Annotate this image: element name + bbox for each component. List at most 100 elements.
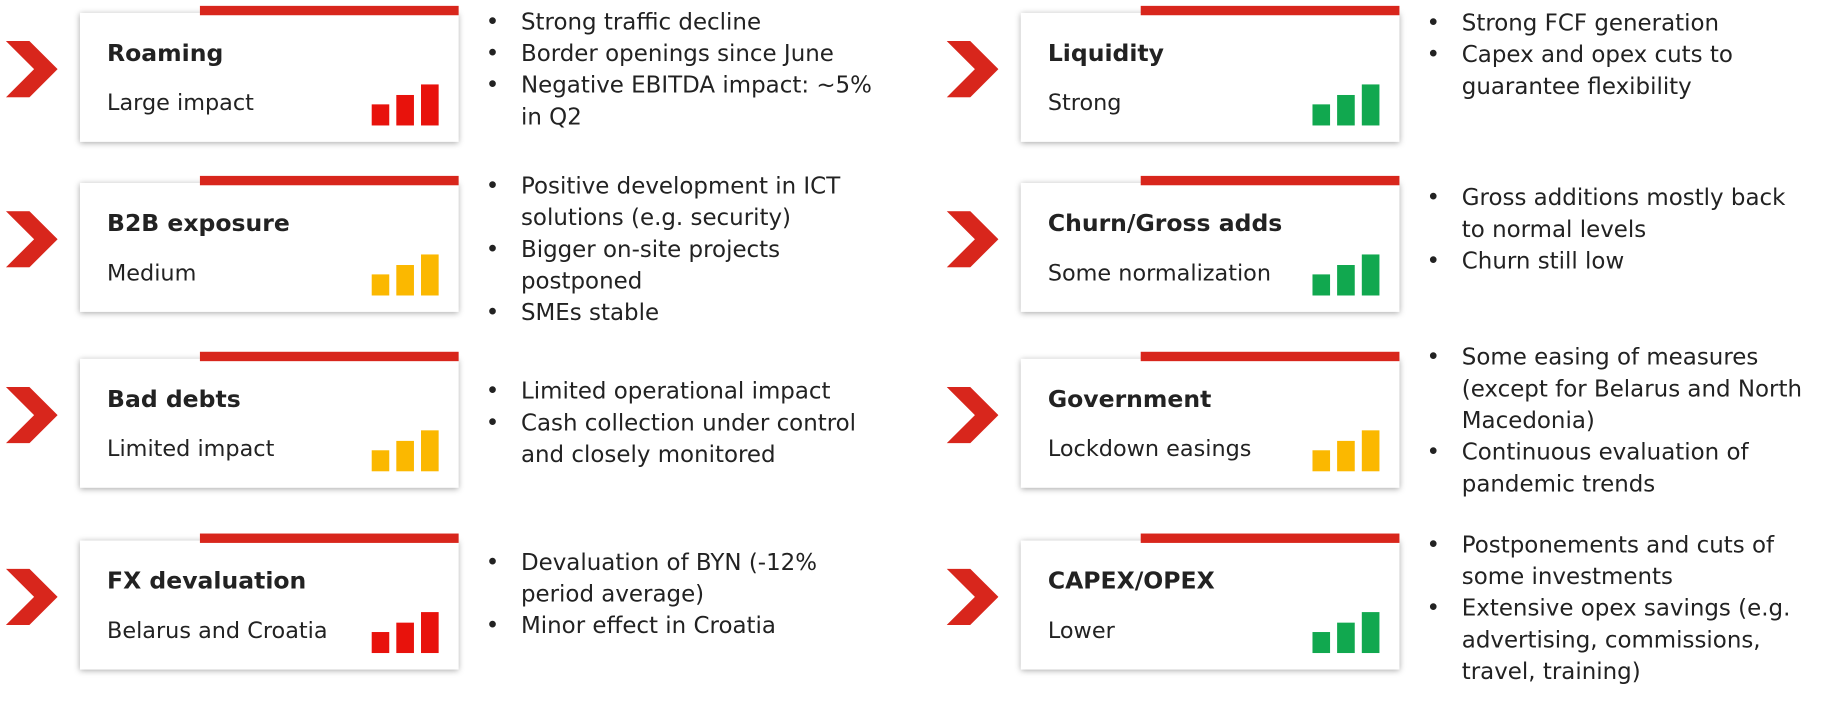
chevron-shape: [946, 211, 999, 268]
card-accent: [199, 351, 459, 362]
card-status: Limited impact: [107, 436, 275, 463]
chevron: [946, 568, 999, 625]
bullet-list: Limited operational impactCash collectio…: [486, 375, 874, 470]
bullet-list: Devaluation of BYN (-12% period average)…: [486, 546, 874, 641]
card-accent: [199, 533, 459, 543]
signal-bar: [396, 94, 414, 126]
signal-icon: [1312, 612, 1380, 654]
bullet: Churn still low: [1426, 245, 1814, 277]
status-card: Liquidity Strong: [1020, 5, 1400, 142]
bullet: Minor effect in Croatia: [486, 610, 874, 642]
signal-bar: [1337, 265, 1355, 296]
card-status: Lower: [1047, 617, 1115, 644]
card-title: Roaming: [107, 38, 224, 67]
card-title: FX devaluation: [107, 566, 307, 595]
status-card: B2B exposure Medium: [79, 175, 459, 312]
bullet-list: Gross additions mostly back to normal le…: [1426, 182, 1814, 277]
card-title: CAPEX/OPEX: [1047, 566, 1215, 595]
bullet-list: Postponements and cuts of some investmen…: [1426, 529, 1814, 687]
bullet-list: Strong traffic declineBorder openings si…: [486, 6, 874, 133]
card-accent: [199, 175, 459, 186]
signal-bar: [421, 612, 439, 654]
signal-bar: [1312, 632, 1331, 654]
card-status: Lockdown easings: [1047, 436, 1252, 463]
signal-bar: [1361, 612, 1380, 654]
chevron-shape: [5, 568, 58, 625]
chevron: [946, 211, 999, 268]
bullet: Extensive opex savings (e.g. advertising…: [1426, 592, 1814, 687]
bullet: Gross additions mostly back to normal le…: [1426, 182, 1814, 245]
signal-bar: [421, 84, 439, 126]
chevron-shape: [946, 568, 999, 625]
bullet: Positive development in ICT solutions (e…: [486, 170, 874, 233]
bullet: Some easing of measures (except for Bela…: [1426, 341, 1814, 436]
card-title: Churn/Gross adds: [1047, 208, 1283, 237]
status-card: CAPEX/OPEX Lower: [1020, 533, 1400, 670]
signal-bar: [1361, 254, 1380, 296]
chevron: [5, 568, 58, 625]
signal-icon: [1312, 254, 1380, 296]
signal-bar: [371, 632, 390, 654]
bullet: Capex and opex cuts to guarantee flexibi…: [1426, 39, 1814, 102]
signal-bar: [371, 274, 390, 296]
chevron: [5, 211, 58, 268]
card-accent: [1140, 533, 1400, 543]
signal-bar: [1312, 274, 1331, 296]
signal-bar: [396, 622, 414, 654]
chevron-shape: [5, 386, 58, 444]
chevron-shape: [5, 211, 58, 268]
card-status: Belarus and Croatia: [107, 617, 328, 644]
card-title: Bad debts: [107, 384, 241, 413]
chevron: [946, 386, 999, 444]
signal-bar: [371, 104, 390, 126]
signal-icon: [371, 254, 439, 296]
card-title: Liquidity: [1047, 38, 1164, 67]
bullet: Continuous evaluation of pandemic trends: [1426, 436, 1814, 499]
card-accent: [1140, 175, 1400, 186]
bullet: Strong FCF generation: [1426, 7, 1814, 39]
signal-bar: [1337, 622, 1355, 654]
card-title: Government: [1047, 384, 1212, 413]
signal-icon: [371, 430, 439, 472]
bullet: Negative EBITDA impact: ~5% in Q2: [486, 69, 874, 132]
signal-icon: [371, 84, 439, 126]
bullet-list: Positive development in ICT solutions (e…: [486, 170, 874, 328]
signal-bar: [421, 430, 439, 472]
status-card: FX devaluation Belarus and Croatia: [79, 533, 459, 670]
chevron-shape: [5, 41, 58, 98]
signal-bar: [396, 440, 414, 472]
chevron: [946, 41, 999, 98]
status-card: Roaming Large impact: [79, 5, 459, 142]
chevron-shape: [946, 41, 999, 98]
card-title: B2B exposure: [107, 208, 290, 237]
card-status: Medium: [107, 260, 197, 287]
signal-bar: [1337, 440, 1355, 472]
card-accent: [1140, 5, 1400, 16]
status-card: Government Lockdown easings: [1020, 351, 1400, 488]
bullet: SMEs stable: [486, 297, 874, 329]
bullet-list: Strong FCF generationCapex and opex cuts…: [1426, 7, 1814, 102]
signal-icon: [1312, 84, 1380, 126]
status-card: Churn/Gross adds Some normalization: [1020, 175, 1400, 312]
signal-icon: [1312, 430, 1380, 472]
card-status: Strong: [1047, 90, 1122, 117]
signal-bar: [396, 265, 414, 296]
card-accent: [199, 5, 459, 16]
card-status: Some normalization: [1047, 260, 1272, 287]
signal-bar: [421, 254, 439, 296]
bullet: Postponements and cuts of some investmen…: [1426, 529, 1814, 592]
bullet: Border openings since June: [486, 38, 874, 70]
chevron: [5, 41, 58, 98]
card-accent: [1140, 351, 1400, 362]
card-status: Large impact: [107, 90, 254, 117]
signal-bar: [1361, 430, 1380, 472]
chevron: [5, 386, 58, 444]
bullet: Devaluation of BYN (-12% period average): [486, 546, 874, 609]
signal-bar: [1312, 104, 1331, 126]
signal-bar: [1312, 450, 1331, 472]
bullet: Limited operational impact: [486, 375, 874, 407]
bullet: Strong traffic decline: [486, 6, 874, 38]
bullet: Bigger on-site projects postponed: [486, 233, 874, 296]
